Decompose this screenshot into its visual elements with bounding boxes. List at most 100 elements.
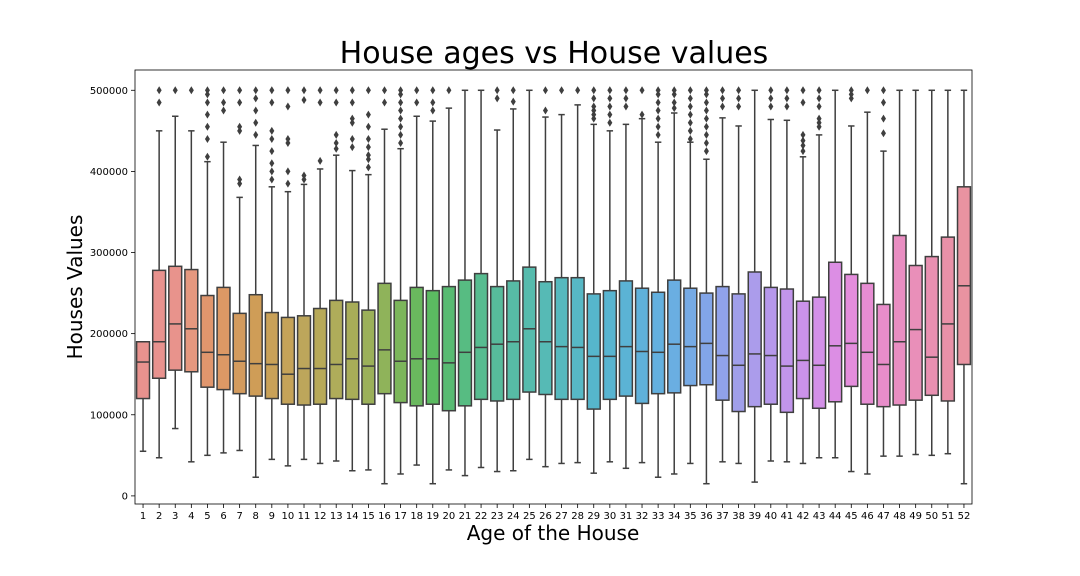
outlier-point: [398, 106, 404, 115]
x-tick-label: 10: [282, 511, 295, 522]
outlier-point: [204, 152, 210, 161]
iqr-box: [538, 280, 553, 396]
box-group: [779, 86, 795, 463]
outlier-point: [204, 110, 210, 119]
outlier-point: [655, 90, 661, 99]
x-tick-label: 50: [925, 511, 938, 522]
outlier-point: [591, 110, 597, 119]
outlier-point: [301, 171, 307, 180]
outlier-point: [736, 102, 742, 111]
outlier-point: [559, 86, 565, 95]
outlier-point: [800, 98, 806, 107]
y-tick-label: 300000: [90, 248, 128, 259]
box-group: [827, 89, 843, 459]
x-tick-label: 8: [253, 511, 259, 522]
box-group: [602, 86, 618, 463]
box-group: [248, 86, 263, 478]
outlier-point: [623, 102, 629, 111]
box-group: [296, 86, 312, 461]
y-axis: 0 100000 200000 300000 400000 500000: [90, 86, 135, 502]
x-tick-label: 41: [781, 511, 794, 522]
iqr-box: [811, 296, 827, 410]
outlier-point: [880, 98, 886, 107]
box-group: [151, 86, 167, 459]
x-tick-label: 20: [443, 511, 456, 522]
iqr-box: [329, 299, 344, 400]
iqr-box: [151, 269, 167, 380]
iqr-box: [618, 280, 634, 397]
iqr-box: [522, 266, 537, 393]
box-group: [892, 89, 907, 457]
y-axis-title: Houses Values: [63, 215, 87, 360]
iqr-box: [940, 236, 956, 402]
iqr-box: [425, 289, 440, 405]
box-group: [795, 86, 811, 465]
outlier-point: [398, 98, 404, 107]
box-group: [312, 86, 328, 465]
x-tick-label: 42: [797, 511, 810, 522]
chart-title: House ages vs House values: [340, 36, 769, 71]
outlier-point: [285, 102, 291, 111]
outlier-point: [237, 86, 243, 95]
outlier-point: [398, 90, 404, 99]
outlier-point: [655, 130, 661, 139]
outlier-point: [687, 94, 693, 103]
y-tick-label: 200000: [90, 329, 128, 340]
outlier-point: [671, 98, 677, 107]
outlier-point: [623, 94, 629, 103]
x-tick-label: 29: [587, 511, 600, 522]
x-tick-label: 32: [636, 511, 649, 522]
x-tick-label: 11: [298, 511, 311, 522]
x-tick-label: 33: [652, 511, 665, 522]
outlier-point: [414, 86, 420, 95]
iqr-box: [747, 271, 762, 408]
outlier-point: [768, 94, 774, 103]
box-group: [683, 86, 698, 465]
outlier-point: [720, 94, 726, 103]
outlier-point: [816, 114, 822, 123]
y-tick-label: 100000: [90, 410, 128, 421]
outlier-point: [800, 130, 806, 139]
x-tick-label: 3: [172, 511, 178, 522]
outlier-point: [398, 130, 404, 139]
outlier-point: [784, 86, 790, 95]
box-group: [956, 89, 972, 485]
box-group: [425, 86, 440, 485]
x-tick-label: 51: [941, 511, 954, 522]
outlier-point: [414, 98, 420, 107]
outlier-point: [655, 86, 661, 95]
box-group: [457, 89, 473, 477]
box-group: [586, 86, 601, 474]
outlier-point: [816, 102, 822, 111]
outlier-point: [253, 118, 259, 127]
iqr-box: [361, 309, 376, 405]
outlier-point: [253, 130, 259, 139]
outlier-point: [398, 139, 404, 148]
iqr-box: [924, 255, 939, 397]
outlier-point: [687, 126, 693, 135]
box-group: [667, 86, 682, 475]
outlier-point: [720, 102, 726, 111]
box-group: [473, 89, 489, 469]
box-group: [634, 86, 650, 464]
outlier-point: [494, 94, 500, 103]
x-tick-label: 38: [732, 511, 745, 522]
outlier-point: [687, 134, 693, 143]
outlier-point: [349, 143, 355, 152]
outlier-point: [269, 134, 275, 143]
outlier-point: [269, 159, 275, 168]
x-tick-label: 34: [668, 511, 681, 522]
iqr-box: [457, 279, 473, 407]
x-axis: 1 2 3 4 5 6 7 8 9 10 11 12 13 14 15 16 17 18 19 20 21 22 23 24 2…: [140, 504, 970, 522]
iqr-box: [699, 292, 714, 386]
outlier-point: [607, 86, 613, 95]
outlier-point: [703, 130, 709, 139]
iqr-box: [763, 286, 778, 405]
x-tick-label: 18: [410, 511, 423, 522]
outlier-point: [607, 94, 613, 103]
outlier-point: [269, 126, 275, 135]
box-group: [329, 86, 344, 462]
outlier-point: [591, 106, 597, 115]
plot-area: [134, 69, 973, 505]
